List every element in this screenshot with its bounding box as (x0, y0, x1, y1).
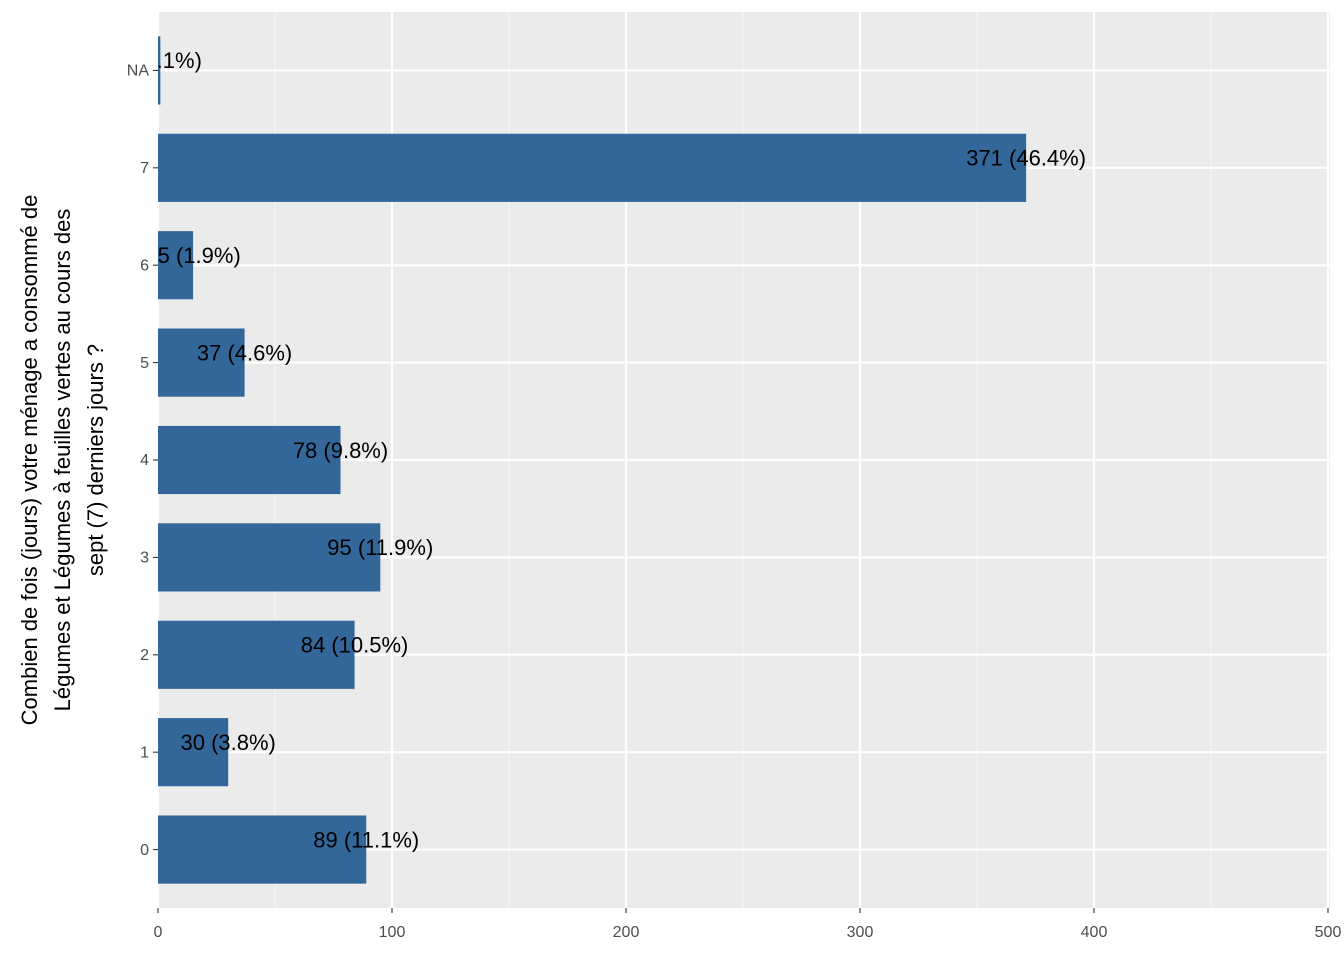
y-axis-title: Légumes et Légumes à feuilles vertes au … (50, 209, 75, 712)
bar (158, 523, 381, 592)
x-tick-label: 100 (379, 924, 406, 941)
y-tick-label: 3 (140, 550, 149, 567)
value-label: 78 (9.8%) (293, 438, 388, 463)
y-tick-label: 4 (140, 452, 149, 469)
value-label: 1 (0.1%) (119, 48, 202, 73)
bar (158, 36, 161, 105)
y-tick-label: 7 (140, 160, 149, 177)
axes: 0 100 200 300 400 500 0 1 2 3 4 5 6 7 NA Combien de foi… (17, 63, 1342, 942)
value-label: 30 (3.8%) (181, 730, 276, 755)
bar (158, 425, 341, 495)
bar (158, 815, 367, 884)
value-label: 15 (1.9%) (145, 243, 240, 268)
bar (158, 620, 355, 689)
y-axis-title: sept (7) derniers jours ? (83, 344, 108, 576)
y-tick-label: 1 (140, 744, 149, 761)
value-label: 37 (4.6%) (197, 340, 292, 365)
x-tick-label: 0 (154, 924, 163, 941)
bar (158, 133, 1027, 202)
value-label: 84 (10.5%) (301, 633, 409, 658)
y-tick-label: 0 (140, 842, 149, 859)
x-tick-label: 300 (847, 924, 874, 941)
x-tick-label: 400 (1081, 924, 1108, 941)
bar (158, 328, 245, 397)
y-tick-label: 5 (140, 355, 149, 372)
bar (158, 718, 229, 787)
value-label: 89 (11.1%) (313, 827, 419, 852)
y-tick-label: 2 (140, 647, 149, 664)
bar (158, 231, 194, 300)
value-label: 95 (11.9%) (327, 535, 433, 560)
x-tick-label: 500 (1315, 924, 1342, 941)
value-label: 371 (46.4%) (966, 146, 1086, 171)
y-tick-label: NA (127, 63, 150, 80)
bars: 89 (11.1%) 30 (3.8%) 84 (10.5%) 95 (11.9%) 7… (119, 36, 1086, 884)
y-tick-label: 6 (140, 257, 149, 274)
x-tick-label: 200 (613, 924, 640, 941)
y-axis-title: Combien de fois (jours) votre ménage a c… (17, 195, 42, 726)
